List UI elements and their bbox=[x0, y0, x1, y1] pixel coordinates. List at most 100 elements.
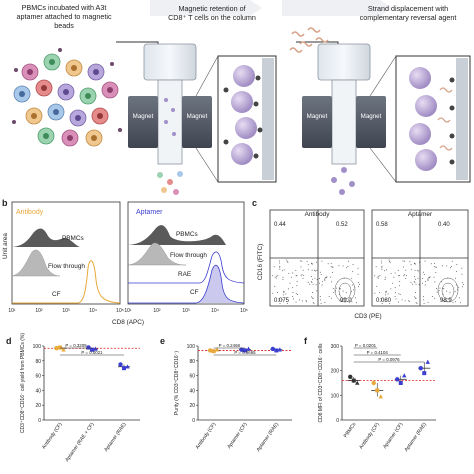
flow-event-dot bbox=[287, 261, 289, 263]
y-tick-label: 40 bbox=[35, 388, 41, 394]
panel-b-left-frame bbox=[11, 201, 121, 305]
magnet-label-2r: Magnet bbox=[361, 113, 382, 120]
right-label-rae: RAE bbox=[178, 271, 191, 278]
flow-event-dot bbox=[305, 300, 307, 302]
y-axis-label: CD8 MFI of CD3⁺CD8⁺CD16⁻ cells bbox=[318, 343, 324, 423]
svg-text:10²: 10² bbox=[35, 308, 43, 314]
flow-event-dot bbox=[351, 301, 353, 303]
data-point bbox=[378, 394, 383, 399]
flow-event-dot bbox=[456, 289, 458, 291]
svg-text:10⁴: 10⁴ bbox=[211, 308, 219, 314]
flow-event-dot bbox=[311, 296, 312, 298]
flow-event-dot bbox=[427, 278, 429, 280]
data-point bbox=[425, 359, 430, 364]
step1-text-line2: aptamer attached to magnetic bbox=[16, 12, 111, 21]
magnet-label-2l: Magnet bbox=[307, 113, 328, 120]
flow-event-dot bbox=[330, 266, 332, 268]
flow-event-dot bbox=[386, 269, 387, 271]
flow-event-dot bbox=[394, 292, 396, 294]
flow-event-dot bbox=[300, 275, 302, 277]
flow-event-dot bbox=[416, 303, 418, 305]
flow-event-dot bbox=[356, 302, 357, 304]
data-point bbox=[243, 348, 247, 353]
flow-event-dot bbox=[302, 277, 304, 279]
p-value-label: P = 0.0021 bbox=[81, 350, 103, 355]
flow-event-dot bbox=[390, 272, 392, 274]
flow-event-dot bbox=[301, 274, 303, 276]
flow-event-dot bbox=[286, 302, 288, 304]
flow-event-dot bbox=[405, 269, 407, 271]
y-tick-label: 20 bbox=[189, 403, 195, 409]
y-tick-label: 100 bbox=[33, 344, 42, 350]
flow-event-dot bbox=[296, 285, 298, 287]
flow-event-dot bbox=[455, 301, 457, 303]
flow-event-dot bbox=[326, 276, 328, 278]
flow-event-dot bbox=[311, 269, 313, 271]
data-point bbox=[90, 347, 94, 352]
flow-event-dot bbox=[324, 280, 326, 282]
flow-event-dot bbox=[378, 275, 380, 277]
y-axis-label: CD3⁺CD8⁺CD16⁻ cell yield from PBMCs (%) bbox=[20, 333, 26, 433]
y-tick-label: 80 bbox=[189, 359, 195, 365]
panel-c-right-title: Aptamer bbox=[408, 211, 433, 218]
flow-event-dot bbox=[384, 299, 386, 301]
flow-event-dot bbox=[455, 284, 457, 286]
flow-event-dot bbox=[286, 261, 288, 263]
flow-event-dot bbox=[275, 277, 277, 279]
left-label-pbmcs: PBMCs bbox=[62, 235, 84, 242]
flow-event-dot bbox=[292, 287, 294, 289]
data-point bbox=[375, 388, 380, 393]
flow-event-dot bbox=[277, 275, 279, 277]
data-point bbox=[246, 346, 251, 351]
flow-event-dot bbox=[319, 278, 320, 279]
category-label: Antibody (CF) bbox=[358, 421, 381, 450]
flow-event-dot bbox=[443, 288, 445, 290]
flow-event-dot bbox=[445, 299, 447, 301]
flow-event-dot bbox=[309, 283, 311, 285]
flow-density-left bbox=[334, 277, 356, 303]
flow-event-dot bbox=[446, 265, 448, 267]
panel-b-right-frame bbox=[127, 201, 245, 305]
flow-event-dot bbox=[458, 286, 460, 288]
flow-event-dot bbox=[389, 302, 391, 304]
svg-text:10¹: 10¹ bbox=[124, 308, 132, 314]
flow-event-dot bbox=[441, 265, 443, 267]
step2-text-line1: Magnetic retention of bbox=[178, 4, 245, 13]
flow-event-dot bbox=[311, 263, 313, 265]
flow-event-dot bbox=[285, 293, 287, 295]
flow-event-dot bbox=[307, 264, 309, 266]
panel-f-chart: f 0 100 200 300 CD8 MFI of CD3⁺CD8⁺CD16⁻ cell… bbox=[304, 336, 436, 453]
flow-event-dot bbox=[316, 290, 318, 292]
flow-event-dot bbox=[427, 301, 429, 303]
y-axis-label: Purity (% CD3⁺CD8⁺CD16⁻) bbox=[174, 351, 180, 415]
p-value-label: P = 0.4104 bbox=[367, 350, 389, 355]
flow-event-dot bbox=[423, 274, 425, 275]
svg-text:10³: 10³ bbox=[62, 308, 70, 314]
flow-event-dot bbox=[321, 284, 323, 286]
category-label: Aptamer (RAE) bbox=[256, 421, 281, 452]
panel-c-left-q1: 0.44 bbox=[274, 222, 286, 228]
flow-event-dot bbox=[313, 303, 315, 305]
flow-event-dot bbox=[384, 276, 386, 278]
flow-event-dot bbox=[336, 287, 337, 289]
panel-c-ylabel: CD16 (FITC) bbox=[257, 244, 264, 281]
panel-b: b Unit area Antibody PBMCs Flow through … bbox=[2, 198, 248, 326]
flow-event-dot bbox=[451, 265, 453, 267]
flow-event-dot bbox=[276, 275, 278, 277]
flow-event-dot bbox=[352, 264, 354, 266]
flow-event-dot bbox=[428, 276, 430, 278]
flow-event-dot bbox=[312, 292, 314, 293]
flow-event-dot bbox=[281, 270, 283, 272]
flow-event-dot bbox=[384, 270, 386, 272]
flow-event-dot bbox=[388, 259, 390, 261]
flow-density-right bbox=[437, 277, 459, 303]
flow-event-dot bbox=[418, 284, 420, 286]
panel-b-left-title: Antibody bbox=[16, 209, 44, 216]
flow-event-dot bbox=[381, 303, 383, 305]
data-point bbox=[348, 374, 353, 380]
flow-event-dot bbox=[273, 266, 275, 268]
flow-event-dot bbox=[377, 277, 379, 279]
step1-text-line3: beads bbox=[54, 21, 74, 30]
y-tick-label: 300 bbox=[331, 344, 340, 350]
left-hist-cf bbox=[12, 260, 121, 304]
